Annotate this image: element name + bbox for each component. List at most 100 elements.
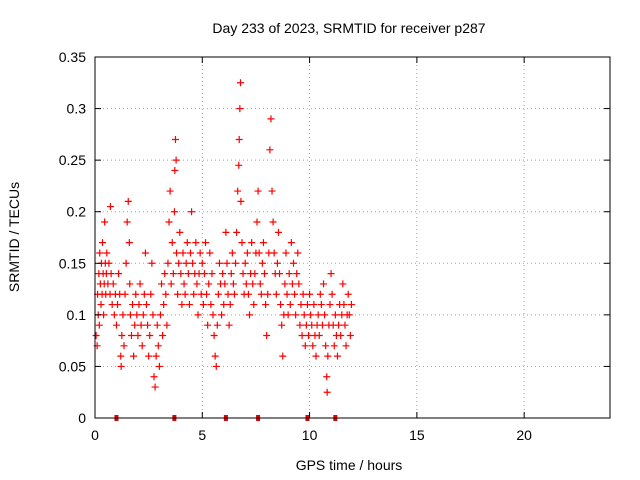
data-point — [346, 331, 354, 339]
axis-ticks: 0 0.05 0.1 0.15 0.2 0.25 0.3 0.35 0 5 10 15 20 — [59, 49, 610, 443]
data-point — [178, 301, 186, 309]
data-point — [153, 321, 161, 329]
data-point — [330, 342, 338, 350]
data-point — [175, 259, 183, 267]
data-point — [154, 342, 162, 350]
data-point — [180, 280, 188, 288]
data-point — [214, 290, 222, 298]
data-point — [165, 218, 173, 226]
data-point — [171, 166, 179, 174]
data-point — [167, 280, 175, 288]
data-point — [117, 362, 125, 370]
data-point — [112, 321, 120, 329]
data-point — [100, 311, 108, 319]
data-point — [99, 239, 107, 247]
data-point — [303, 301, 311, 309]
data-point — [209, 311, 217, 319]
data-point — [211, 352, 219, 360]
data-point — [173, 249, 181, 257]
y-tick-label: 0.1 — [67, 307, 87, 323]
data-point — [149, 311, 157, 319]
data-point — [289, 259, 297, 267]
data-point — [267, 115, 275, 123]
data-point — [158, 280, 166, 288]
data-point — [190, 290, 198, 298]
data-point — [266, 146, 274, 154]
data-point — [244, 290, 252, 298]
data-point — [168, 239, 176, 247]
data-point — [250, 301, 258, 309]
data-point — [150, 373, 158, 381]
data-point — [151, 383, 159, 391]
data-point — [103, 249, 111, 257]
data-point — [286, 301, 294, 309]
data-point — [140, 290, 148, 298]
data-point — [172, 156, 180, 164]
data-point — [114, 301, 122, 309]
data-point — [105, 259, 113, 267]
data-points — [92, 79, 355, 396]
data-point — [238, 239, 246, 247]
data-point — [204, 321, 212, 329]
data-point — [226, 301, 234, 309]
data-point — [236, 79, 244, 87]
data-point — [145, 352, 153, 360]
data-point — [347, 301, 355, 309]
data-point — [297, 301, 305, 309]
data-point — [132, 290, 140, 298]
data-point — [296, 321, 304, 329]
data-point — [307, 311, 315, 319]
data-point — [199, 301, 207, 309]
data-point — [295, 280, 303, 288]
data-point — [301, 342, 309, 350]
data-point — [210, 331, 218, 339]
data-point — [339, 280, 347, 288]
data-point — [335, 321, 343, 329]
data-point — [107, 270, 115, 278]
data-point — [328, 290, 336, 298]
data-point — [117, 352, 125, 360]
data-point — [281, 280, 289, 288]
data-point — [200, 270, 208, 278]
data-point — [185, 301, 193, 309]
data-point — [225, 321, 233, 329]
data-point — [129, 301, 137, 309]
data-point — [237, 197, 245, 205]
data-point — [318, 321, 326, 329]
x-tick-label: 10 — [302, 427, 318, 443]
y-tick-label: 0.35 — [59, 49, 86, 65]
data-point — [326, 301, 334, 309]
data-point — [300, 311, 308, 319]
data-point — [205, 280, 213, 288]
data-point — [122, 259, 130, 267]
data-point — [196, 249, 204, 257]
data-point — [92, 331, 100, 339]
data-point — [262, 301, 270, 309]
data-point — [229, 280, 237, 288]
data-point — [233, 228, 241, 236]
data-point — [337, 331, 345, 339]
data-point — [184, 270, 192, 278]
data-point — [331, 311, 339, 319]
data-point — [340, 301, 348, 309]
data-point — [141, 249, 149, 257]
data-point — [236, 105, 244, 113]
data-point — [278, 321, 286, 329]
data-point — [324, 352, 332, 360]
data-point — [188, 208, 196, 216]
data-point — [202, 239, 210, 247]
data-point — [268, 187, 276, 195]
data-point — [97, 301, 105, 309]
data-point — [218, 311, 226, 319]
data-point — [345, 311, 353, 319]
data-point — [272, 290, 280, 298]
data-point — [255, 249, 263, 257]
data-point — [254, 187, 262, 195]
data-point — [305, 331, 313, 339]
data-point — [177, 270, 185, 278]
data-point — [119, 311, 127, 319]
data-point — [292, 311, 300, 319]
data-point — [263, 331, 271, 339]
data-point — [344, 290, 352, 298]
data-point — [248, 239, 256, 247]
